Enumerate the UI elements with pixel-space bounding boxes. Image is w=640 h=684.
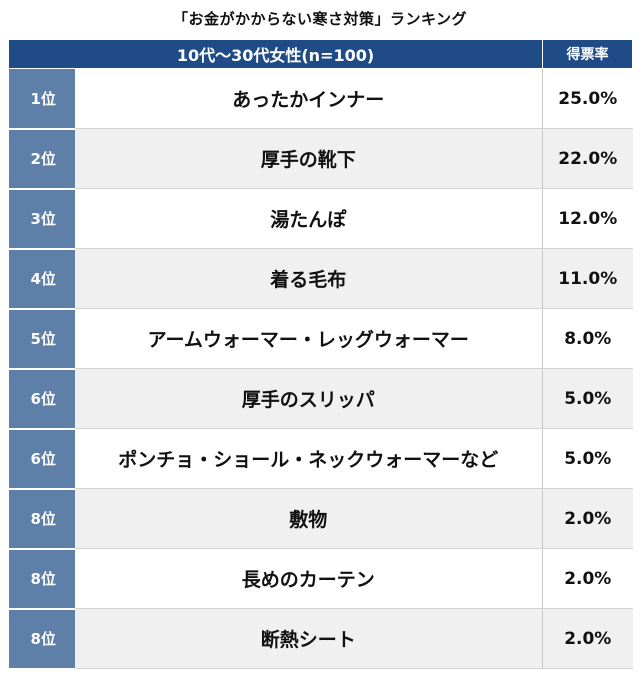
rank-cell: 5位 bbox=[8, 308, 75, 370]
table-row: 6位 ポンチョ・ショール・ネックウォーマーなど 5.0% bbox=[8, 428, 633, 490]
rank-cell: 2位 bbox=[8, 128, 75, 190]
table-row: 5位 アームウォーマー・レッグウォーマー 8.0% bbox=[8, 308, 633, 370]
rank-cell: 4位 bbox=[8, 248, 75, 310]
vote-share-cell: 25.0% bbox=[542, 68, 633, 129]
vote-share-cell: 12.0% bbox=[542, 188, 633, 249]
item-name-cell: ポンチョ・ショール・ネックウォーマーなど bbox=[74, 428, 544, 489]
vote-share-cell: 22.0% bbox=[542, 128, 633, 189]
table-row: 1位 あったかインナー 25.0% bbox=[8, 68, 633, 130]
header-value-label: 得票率 bbox=[542, 39, 634, 69]
ranking-table: 10代〜30代女性(n=100) 得票率 1位 あったかインナー 25.0% 2位 厚手… bbox=[7, 39, 634, 670]
item-name-cell: アームウォーマー・レッグウォーマー bbox=[74, 308, 544, 369]
item-name-cell: 敷物 bbox=[74, 488, 544, 549]
vote-share-cell: 5.0% bbox=[542, 428, 633, 489]
item-name-cell: 厚手の靴下 bbox=[74, 128, 544, 189]
table-row: 3位 湯たんぽ 12.0% bbox=[8, 188, 633, 250]
rank-cell: 8位 bbox=[8, 548, 75, 610]
vote-share-cell: 5.0% bbox=[542, 368, 633, 429]
table-row: 6位 厚手のスリッパ 5.0% bbox=[8, 368, 633, 430]
vote-share-cell: 2.0% bbox=[542, 488, 633, 549]
rank-cell: 1位 bbox=[8, 68, 75, 130]
chart-title: 「お金がかからない寒さ対策」ランキング bbox=[172, 10, 468, 28]
vote-share-cell: 2.0% bbox=[542, 548, 633, 609]
header-row: 10代〜30代女性(n=100) 得票率 bbox=[7, 39, 634, 69]
item-name-cell: 厚手のスリッパ bbox=[74, 368, 544, 429]
item-name-cell: 湯たんぽ bbox=[74, 188, 544, 249]
table-row: 8位 敷物 2.0% bbox=[8, 488, 633, 550]
item-name-cell: 断熱シート bbox=[74, 608, 544, 669]
rank-cell: 8位 bbox=[8, 488, 75, 550]
rank-cell: 3位 bbox=[8, 188, 75, 250]
rank-cell: 6位 bbox=[8, 428, 75, 490]
item-name-cell: 長めのカーテン bbox=[74, 548, 544, 609]
item-name-cell: 着る毛布 bbox=[74, 248, 544, 309]
table-row: 8位 長めのカーテン 2.0% bbox=[8, 548, 633, 610]
vote-share-cell: 8.0% bbox=[542, 308, 633, 369]
vote-share-cell: 11.0% bbox=[542, 248, 633, 309]
table-row: 4位 着る毛布 11.0% bbox=[8, 248, 633, 310]
table-row: 2位 厚手の靴下 22.0% bbox=[8, 128, 633, 190]
rank-cell: 8位 bbox=[8, 608, 75, 670]
item-name-cell: あったかインナー bbox=[74, 68, 544, 129]
table-row: 8位 断熱シート 2.0% bbox=[8, 608, 633, 670]
rank-cell: 6位 bbox=[8, 368, 75, 430]
header-group-label: 10代〜30代女性(n=100) bbox=[7, 39, 544, 69]
table-body: 1位 あったかインナー 25.0% 2位 厚手の靴下 22.0% 3位 湯たんぽ 12.0% 4位… bbox=[8, 68, 633, 670]
vote-share-cell: 2.0% bbox=[542, 608, 633, 669]
